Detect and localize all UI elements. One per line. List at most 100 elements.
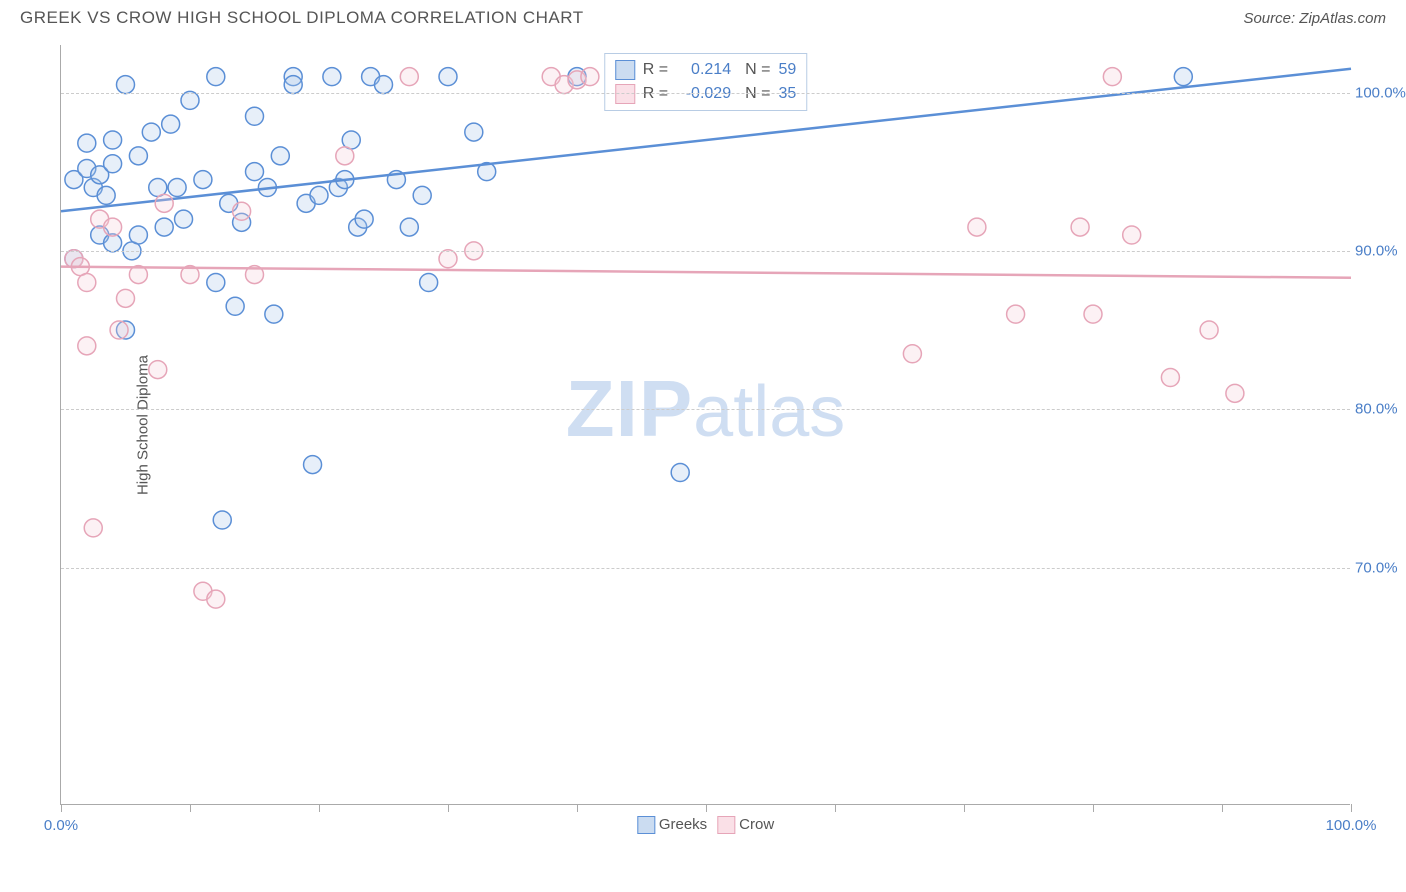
legend-r-value: -0.029	[676, 85, 731, 103]
legend-item: Greeks	[637, 816, 707, 834]
legend-swatch	[717, 816, 735, 834]
data-point	[129, 226, 147, 244]
legend-item-label: Crow	[739, 816, 774, 833]
series-legend: Greeks Crow	[637, 816, 774, 834]
x-tick-label: 100.0%	[1326, 817, 1377, 834]
data-point	[671, 464, 689, 482]
legend-r-label: R =	[643, 61, 668, 79]
data-point	[175, 210, 193, 228]
data-point	[375, 76, 393, 94]
legend-swatch	[615, 84, 635, 104]
data-point	[304, 456, 322, 474]
data-point	[1226, 384, 1244, 402]
legend-r-value: 0.214	[676, 61, 731, 79]
data-point	[168, 179, 186, 197]
gridline-h	[61, 568, 1350, 569]
data-point	[336, 147, 354, 165]
data-point	[104, 218, 122, 236]
legend-item-label: Greeks	[659, 816, 707, 833]
data-point	[1084, 305, 1102, 323]
data-point	[903, 345, 921, 363]
x-tick	[61, 804, 62, 812]
data-point	[1071, 218, 1089, 236]
x-tick	[190, 804, 191, 812]
data-point	[97, 186, 115, 204]
legend-item: Crow	[717, 816, 774, 834]
data-point	[149, 361, 167, 379]
gridline-h	[61, 93, 1350, 94]
data-point	[78, 337, 96, 355]
data-point	[1007, 305, 1025, 323]
chart-source: Source: ZipAtlas.com	[1243, 10, 1386, 27]
x-tick-label: 0.0%	[44, 817, 78, 834]
data-point	[155, 218, 173, 236]
x-tick	[964, 804, 965, 812]
gridline-h	[61, 251, 1350, 252]
x-tick	[1093, 804, 1094, 812]
data-point	[465, 123, 483, 141]
data-point	[1103, 68, 1121, 86]
x-tick	[448, 804, 449, 812]
data-point	[1161, 369, 1179, 387]
data-point	[78, 134, 96, 152]
chart-header: GREEK VS CROW HIGH SCHOOL DIPLOMA CORREL…	[0, 0, 1406, 34]
data-point	[117, 289, 135, 307]
data-point	[181, 91, 199, 109]
chart-title: GREEK VS CROW HIGH SCHOOL DIPLOMA CORREL…	[20, 8, 584, 28]
data-point	[581, 68, 599, 86]
data-point	[207, 68, 225, 86]
data-point	[271, 147, 289, 165]
data-point	[439, 250, 457, 268]
data-point	[413, 186, 431, 204]
y-tick-label: 100.0%	[1355, 84, 1406, 101]
legend-n-label: N =	[745, 61, 770, 79]
data-point	[207, 590, 225, 608]
x-tick	[577, 804, 578, 812]
data-point	[142, 123, 160, 141]
x-tick	[319, 804, 320, 812]
data-point	[104, 131, 122, 149]
data-point	[117, 76, 135, 94]
data-point	[400, 68, 418, 86]
chart-plot-area: High School Diploma ZIPatlas R =0.214N =…	[60, 45, 1350, 805]
legend-n-label: N =	[745, 85, 770, 103]
legend-swatch	[637, 816, 655, 834]
data-point	[310, 186, 328, 204]
x-tick	[835, 804, 836, 812]
x-tick	[1222, 804, 1223, 812]
legend-swatch	[615, 60, 635, 80]
y-tick-label: 80.0%	[1355, 401, 1406, 418]
data-point	[968, 218, 986, 236]
x-tick	[1351, 804, 1352, 812]
data-point	[420, 274, 438, 292]
data-point	[246, 163, 264, 181]
data-point	[162, 115, 180, 133]
data-point	[233, 202, 251, 220]
data-point	[78, 274, 96, 292]
data-point	[265, 305, 283, 323]
data-point	[355, 210, 373, 228]
legend-n-value: 59	[778, 61, 796, 79]
correlation-legend: R =0.214N =59R =-0.029N =35	[604, 53, 807, 111]
scatter-svg	[61, 45, 1350, 804]
data-point	[207, 274, 225, 292]
data-point	[284, 76, 302, 94]
data-point	[400, 218, 418, 236]
gridline-h	[61, 409, 1350, 410]
y-tick-label: 70.0%	[1355, 559, 1406, 576]
data-point	[84, 519, 102, 537]
legend-r-label: R =	[643, 85, 668, 103]
data-point	[1174, 68, 1192, 86]
data-point	[110, 321, 128, 339]
data-point	[246, 107, 264, 125]
y-tick-label: 90.0%	[1355, 242, 1406, 259]
data-point	[439, 68, 457, 86]
legend-row: R = 0.214 N = 59	[615, 58, 796, 82]
data-point	[226, 297, 244, 315]
legend-row: R =-0.029N =35	[615, 82, 796, 106]
data-point	[129, 147, 147, 165]
data-point	[194, 171, 212, 189]
x-tick	[706, 804, 707, 812]
data-point	[155, 194, 173, 212]
data-point	[1200, 321, 1218, 339]
